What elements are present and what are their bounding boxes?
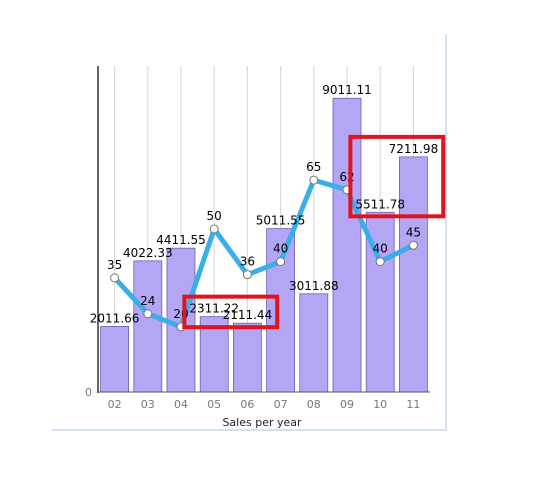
bar-value-label: 2311.22 xyxy=(189,302,239,316)
bar-value-label: 7211.98 xyxy=(389,142,439,156)
x-tick-label: 05 xyxy=(207,398,221,411)
line-point xyxy=(209,224,219,234)
line-value-label: 24 xyxy=(140,294,155,308)
x-tick-label: 07 xyxy=(274,398,288,411)
bar xyxy=(398,156,428,393)
x-tick-label: 06 xyxy=(240,398,254,411)
line-value-label: 36 xyxy=(240,255,255,269)
x-tick-label: 02 xyxy=(108,398,122,411)
bar-value-label: 4411.55 xyxy=(156,233,206,247)
bar-value-label: 4022.33 xyxy=(123,246,173,260)
line-point xyxy=(276,257,286,267)
line-point xyxy=(143,309,153,319)
line-value-label: 65 xyxy=(306,160,321,174)
bar xyxy=(166,247,196,393)
line-path xyxy=(112,177,416,330)
line-value-label: 50 xyxy=(207,209,222,223)
y-tick-label: 0 xyxy=(85,386,92,399)
highlight-box xyxy=(348,134,446,219)
line-point xyxy=(110,273,120,283)
line-point xyxy=(375,257,385,267)
bar xyxy=(199,316,229,393)
bar xyxy=(100,326,129,393)
highlight-boxes xyxy=(182,134,446,330)
chart-frame xyxy=(52,34,447,431)
x-tick-labels: 02 03 04 05 06 07 08 09 10 11 xyxy=(108,398,421,411)
bar-value-label: 5011.55 xyxy=(256,214,306,228)
x-tick-label: 11 xyxy=(406,398,420,411)
x-axis-label: Sales per year xyxy=(222,416,302,429)
x-tick-label: 03 xyxy=(141,398,155,411)
bar-value-label: 9011.11 xyxy=(322,83,372,97)
bar xyxy=(133,260,163,393)
chart-axes: 0 xyxy=(85,66,430,399)
line-point xyxy=(408,240,418,250)
line-value-label: 40 xyxy=(373,242,388,256)
highlight-box xyxy=(182,294,280,330)
bar-value-label: 3011.88 xyxy=(289,279,339,293)
bar xyxy=(232,322,262,393)
x-tick-label: 04 xyxy=(174,398,188,411)
line-value-label: 35 xyxy=(107,258,122,272)
bar-value-label: 2111.44 xyxy=(223,308,273,322)
bar xyxy=(299,293,329,393)
bar-value-label: 5511.78 xyxy=(355,197,405,211)
bar xyxy=(332,97,362,393)
line-point xyxy=(242,270,252,280)
line-series xyxy=(110,175,418,332)
line-value-label: 40 xyxy=(273,242,288,256)
x-tick-label: 08 xyxy=(307,398,321,411)
x-tick-label: 09 xyxy=(340,398,354,411)
x-tick-label: 10 xyxy=(373,398,387,411)
line-value-label: 45 xyxy=(406,225,421,239)
line-point xyxy=(309,175,319,185)
bar-value-label: 2011.66 xyxy=(90,311,140,325)
